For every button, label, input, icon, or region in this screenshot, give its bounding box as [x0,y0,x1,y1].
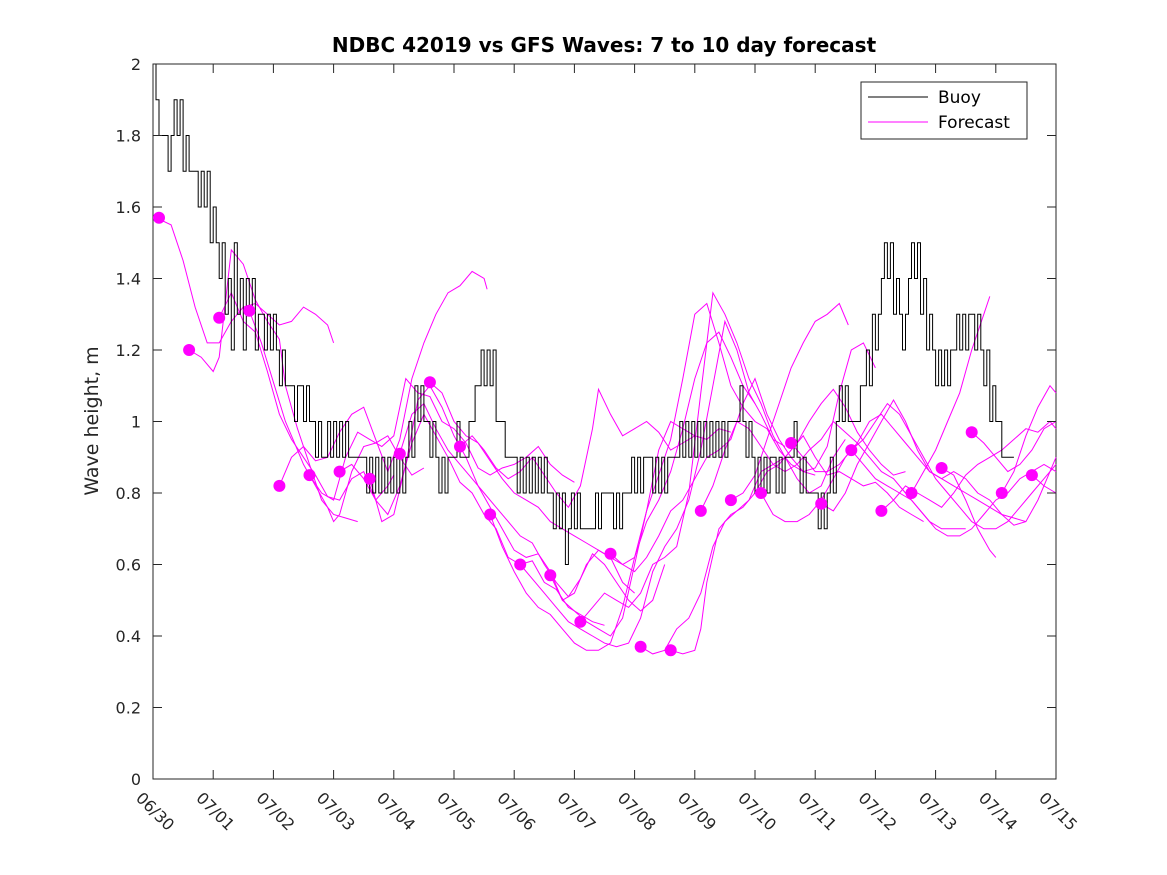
forecast-line-14 [580,291,846,623]
forecast-marker-11 [484,508,497,521]
forecast-marker-23 [845,444,858,457]
forecast-marker-17 [664,644,677,657]
y-axis-label: Wave height, m [81,346,103,495]
forecast-marker-5 [303,469,316,482]
legend-buoy-label: Buoy [938,88,981,108]
buoy-line [153,63,1014,565]
forecast-marker-18 [694,504,707,517]
forecast-line-21 [790,402,1057,530]
forecast-marker-9 [423,376,436,389]
y-tick-label-5: 1 [131,413,141,432]
forecast-marker-6 [333,465,346,478]
forecast-marker-16 [634,640,647,653]
plot-area [152,63,1057,780]
forecast-marker-27 [965,426,978,439]
forecast-marker-22 [815,497,828,510]
y-tick-label-8: 1.6 [116,198,141,217]
forecast-line-23 [850,449,1057,537]
forecast-marker-12 [514,558,527,571]
forecast-line-11 [489,331,756,651]
forecast-line-3 [248,310,425,523]
forecast-line-10 [459,387,732,509]
y-axis: 0 0.2 0.4 0.6 0.8 1 1.2 1.4 1.6 1.8 2 [116,55,1056,789]
forecast-marker-28 [995,487,1008,499]
forecast-line-25 [911,296,991,494]
forecast-marker-29 [1025,469,1038,482]
forecast-line-26 [941,467,997,558]
forecast-marker-4 [273,479,286,492]
y-tick-label-3: 0.6 [116,556,141,575]
forecast-line-19 [730,302,849,501]
legend-forecast-label: Forecast [938,113,1010,133]
legend-box [860,81,1028,140]
forecast-marker-8 [393,447,406,460]
forecast-marker-0 [153,211,165,224]
forecast-marker-26 [935,462,948,474]
forecast-marker-24 [875,504,888,517]
chart-title: NDBC 42019 vs GFS Waves: 7 to 10 day for… [332,33,877,57]
forecast-line-5 [309,377,575,501]
forecast-line-20 [760,413,1027,523]
y-tick-label-0: 0 [131,770,141,789]
y-tick-label-6: 1.2 [116,341,141,360]
y-tick-label-1: 0.2 [116,699,141,718]
forecast-marker-25 [905,487,918,499]
forecast-line-22 [820,398,1057,526]
forecast-line-13 [549,302,816,637]
forecast-marker-3 [243,304,256,317]
forecast-line-8 [399,402,666,612]
forecast-marker-2 [213,311,226,324]
forecast-marker-20 [755,487,767,499]
forecast-marker-15 [604,547,617,560]
forecast-line-27 [971,421,1057,473]
forecast-marker-19 [724,494,737,507]
y-tick-label-10: 2 [131,55,141,74]
forecast-marker-7 [363,472,376,485]
forecast-marker-14 [574,615,587,628]
forecast-markers [153,211,1038,657]
forecast-marker-10 [454,440,466,453]
forecast-marker-1 [183,344,196,356]
forecast-marker-13 [544,569,557,582]
forecast-line-17 [670,434,924,655]
forecast-line-28 [1001,384,1057,494]
y-tick-label-2: 0.4 [116,627,141,646]
forecast-line-12 [519,319,786,648]
buoy-line-group [153,63,1014,565]
y-tick-label-4: 0.8 [116,484,141,503]
y-tick-label-9: 1.8 [116,127,141,146]
forecast-line-7 [369,384,635,602]
y-tick-label-7: 1.4 [116,270,141,289]
forecast-marker-21 [785,437,798,449]
legend: Buoy Forecast [860,81,1028,140]
